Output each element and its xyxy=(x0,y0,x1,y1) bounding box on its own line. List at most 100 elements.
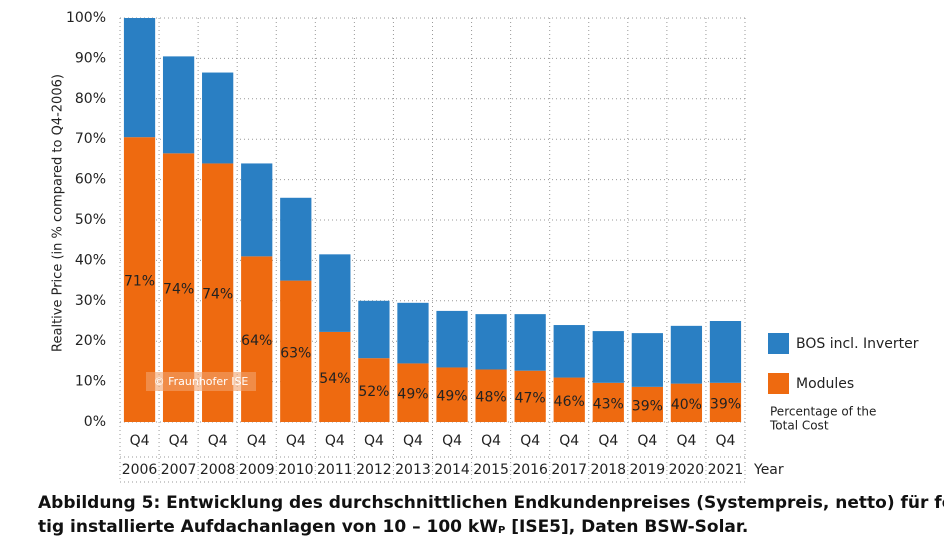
share-label: 49% xyxy=(397,387,428,403)
bar-segment xyxy=(709,321,742,383)
bar-segment xyxy=(436,310,468,368)
quarter-label: Q4 xyxy=(716,433,736,449)
bar-segment xyxy=(202,72,234,164)
caption-sub: P xyxy=(498,525,505,536)
quarter-label: Q4 xyxy=(403,433,423,449)
bar-segment xyxy=(631,333,663,387)
bar-segment xyxy=(241,163,273,257)
quarter-label: Q4 xyxy=(130,433,150,449)
share-label: 48% xyxy=(476,390,507,406)
quarter-label: Q4 xyxy=(442,433,462,449)
share-label: 63% xyxy=(280,345,311,361)
x-tick-label: 2012 xyxy=(356,462,392,478)
x-tick-label: 2021 xyxy=(708,462,744,478)
share-label: 74% xyxy=(163,282,194,298)
bar-segment xyxy=(670,325,703,384)
bar-segment xyxy=(553,377,585,422)
quarter-label: Q4 xyxy=(520,433,540,449)
share-label: 47% xyxy=(515,390,546,406)
y-tick-label: 60% xyxy=(75,172,106,188)
caption-part: tig installierte Aufdachanlagen von 10 –… xyxy=(38,517,498,537)
quarter-label: Q4 xyxy=(325,433,345,449)
share-label: 64% xyxy=(241,333,272,349)
y-tick-label: 20% xyxy=(75,333,106,349)
bar-segment xyxy=(631,386,663,422)
x-tick-label: 2011 xyxy=(317,462,353,478)
quarter-label: Q4 xyxy=(169,433,189,449)
x-tick-label: 2010 xyxy=(278,462,314,478)
bar-segment xyxy=(241,256,273,422)
y-tick-label: 90% xyxy=(75,50,106,66)
x-tick-label: 2007 xyxy=(161,462,197,478)
x-tick-label: 2014 xyxy=(434,462,470,478)
bar-segment xyxy=(514,370,546,422)
bar-segment xyxy=(670,383,703,422)
y-tick-label: 10% xyxy=(75,374,106,390)
x-tick-label: 2015 xyxy=(473,462,509,478)
share-label: 43% xyxy=(593,396,624,412)
quarter-label: Q4 xyxy=(637,433,657,449)
y-tick-label: 40% xyxy=(75,252,106,268)
bar-segment xyxy=(553,325,585,378)
watermark: © Fraunhofer ISE xyxy=(154,375,249,388)
bar-segment xyxy=(280,280,312,422)
x-axis-label: Year xyxy=(753,462,784,478)
bar-segment xyxy=(123,18,156,138)
y-tick-label: 80% xyxy=(75,91,106,107)
quarter-label: Q4 xyxy=(208,433,228,449)
share-label: 54% xyxy=(319,371,350,387)
share-label: 49% xyxy=(436,389,467,405)
share-label: 39% xyxy=(710,396,741,412)
x-tick-label: 2020 xyxy=(669,462,705,478)
bar-segment xyxy=(397,302,429,364)
caption-part: [ISE5], Daten BSW-Solar. xyxy=(505,517,748,537)
bar-segment xyxy=(436,367,468,422)
bar-segment xyxy=(514,314,546,371)
bar-segment xyxy=(475,369,507,422)
bar-segment xyxy=(358,300,390,359)
x-tick-label: 2006 xyxy=(122,462,158,478)
bar-segment xyxy=(709,382,742,422)
bar-segment xyxy=(319,331,351,422)
caption: tig installierte Aufdachanlagen von 10 –… xyxy=(38,517,748,537)
bar-segment xyxy=(162,56,195,154)
y-tick-label: 50% xyxy=(75,212,106,228)
y-tick-label: 0% xyxy=(84,414,106,430)
share-note: Percentage of the xyxy=(770,405,876,419)
quarter-label: Q4 xyxy=(559,433,579,449)
bar-segment xyxy=(358,358,390,422)
share-label: 40% xyxy=(671,397,702,413)
x-tick-label: 2009 xyxy=(239,462,275,478)
quarter-label: Q4 xyxy=(676,433,696,449)
legend-swatch xyxy=(768,333,789,354)
share-label: 39% xyxy=(632,398,663,414)
bar-segment xyxy=(592,331,624,383)
bar-segment xyxy=(397,363,429,422)
x-tick-label: 2016 xyxy=(512,462,548,478)
quarter-label: Q4 xyxy=(286,433,306,449)
bar-segment xyxy=(592,382,624,422)
share-note: Total Cost xyxy=(769,419,829,433)
x-tick-label: 2018 xyxy=(590,462,626,478)
y-tick-label: 70% xyxy=(75,131,106,147)
quarter-label: Q4 xyxy=(598,433,618,449)
quarter-label: Q4 xyxy=(364,433,384,449)
bar-segment xyxy=(280,197,312,281)
y-tick-label: 30% xyxy=(75,293,106,309)
legend-label: Modules xyxy=(796,376,854,392)
quarter-label: Q4 xyxy=(481,433,501,449)
legend-label: BOS incl. Inverter xyxy=(796,336,919,352)
quarter-label: Q4 xyxy=(247,433,267,449)
share-label: 52% xyxy=(358,384,389,400)
y-tick-label: 100% xyxy=(66,10,106,26)
x-tick-label: 2019 xyxy=(630,462,666,478)
share-label: 71% xyxy=(124,274,155,290)
x-tick-label: 2013 xyxy=(395,462,431,478)
share-label: 74% xyxy=(202,287,233,303)
y-axis-label: Realtive Price (in % compared to Q4-2006… xyxy=(51,74,66,352)
x-tick-label: 2017 xyxy=(551,462,587,478)
x-tick-label: 2008 xyxy=(200,462,236,478)
share-label: 46% xyxy=(554,394,585,410)
watermark-box xyxy=(146,372,256,391)
